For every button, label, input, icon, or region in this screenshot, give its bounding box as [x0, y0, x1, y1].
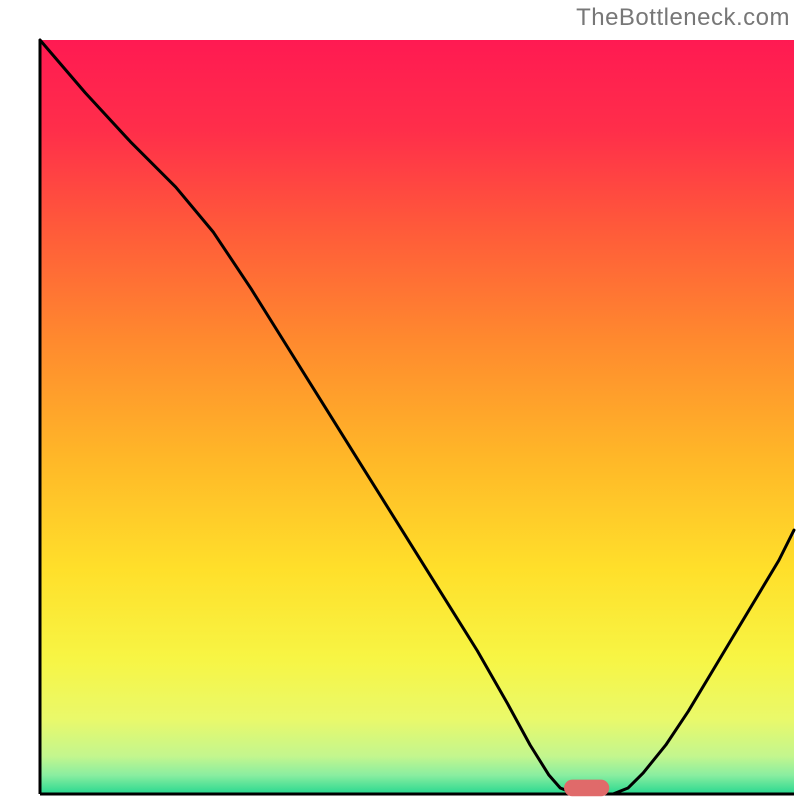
- chart-svg: [0, 0, 800, 800]
- chart-container: TheBottleneck.com: [0, 0, 800, 800]
- optimal-marker: [564, 780, 609, 797]
- plot-background: [40, 40, 794, 794]
